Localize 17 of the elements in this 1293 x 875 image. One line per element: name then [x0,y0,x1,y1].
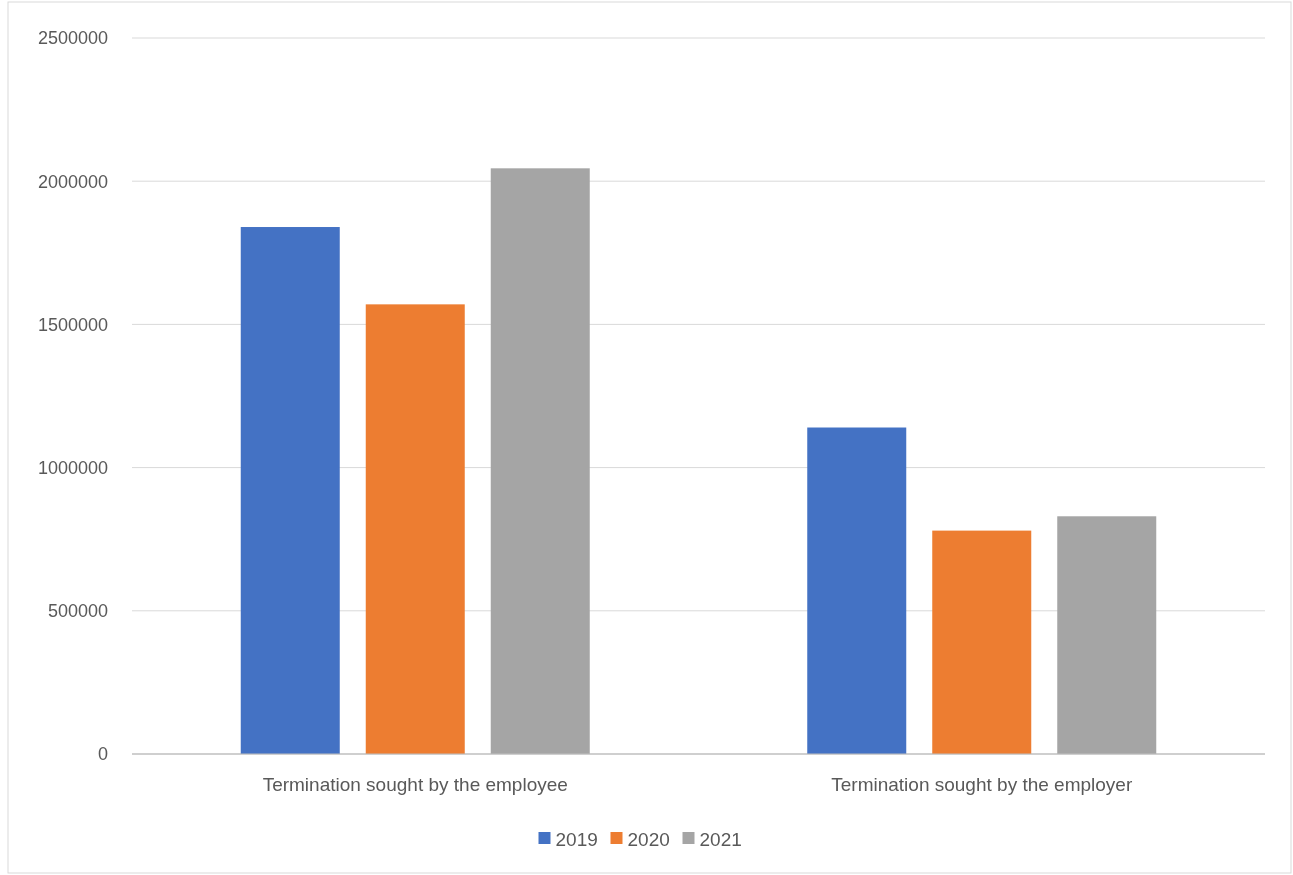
bar [1057,516,1157,754]
y-tick-label: 1000000 [37,457,108,478]
y-tick-label: 2500000 [37,28,108,49]
bar [932,530,1032,754]
y-tick-label: 500000 [47,601,108,622]
bar [490,168,590,754]
y-tick-label: 0 [97,744,108,765]
x-tick-label: Termination sought by the employer [831,774,1133,795]
bar [240,227,340,754]
y-tick-label: 2000000 [37,171,108,192]
bar [365,304,465,754]
x-tick-label: Termination sought by the employee [262,774,568,795]
legend-label: 2021 [699,828,742,850]
legend-label: 2020 [627,828,670,850]
legend-label: 2019 [555,828,598,850]
y-tick-label: 1500000 [37,314,108,335]
bar [807,427,907,754]
